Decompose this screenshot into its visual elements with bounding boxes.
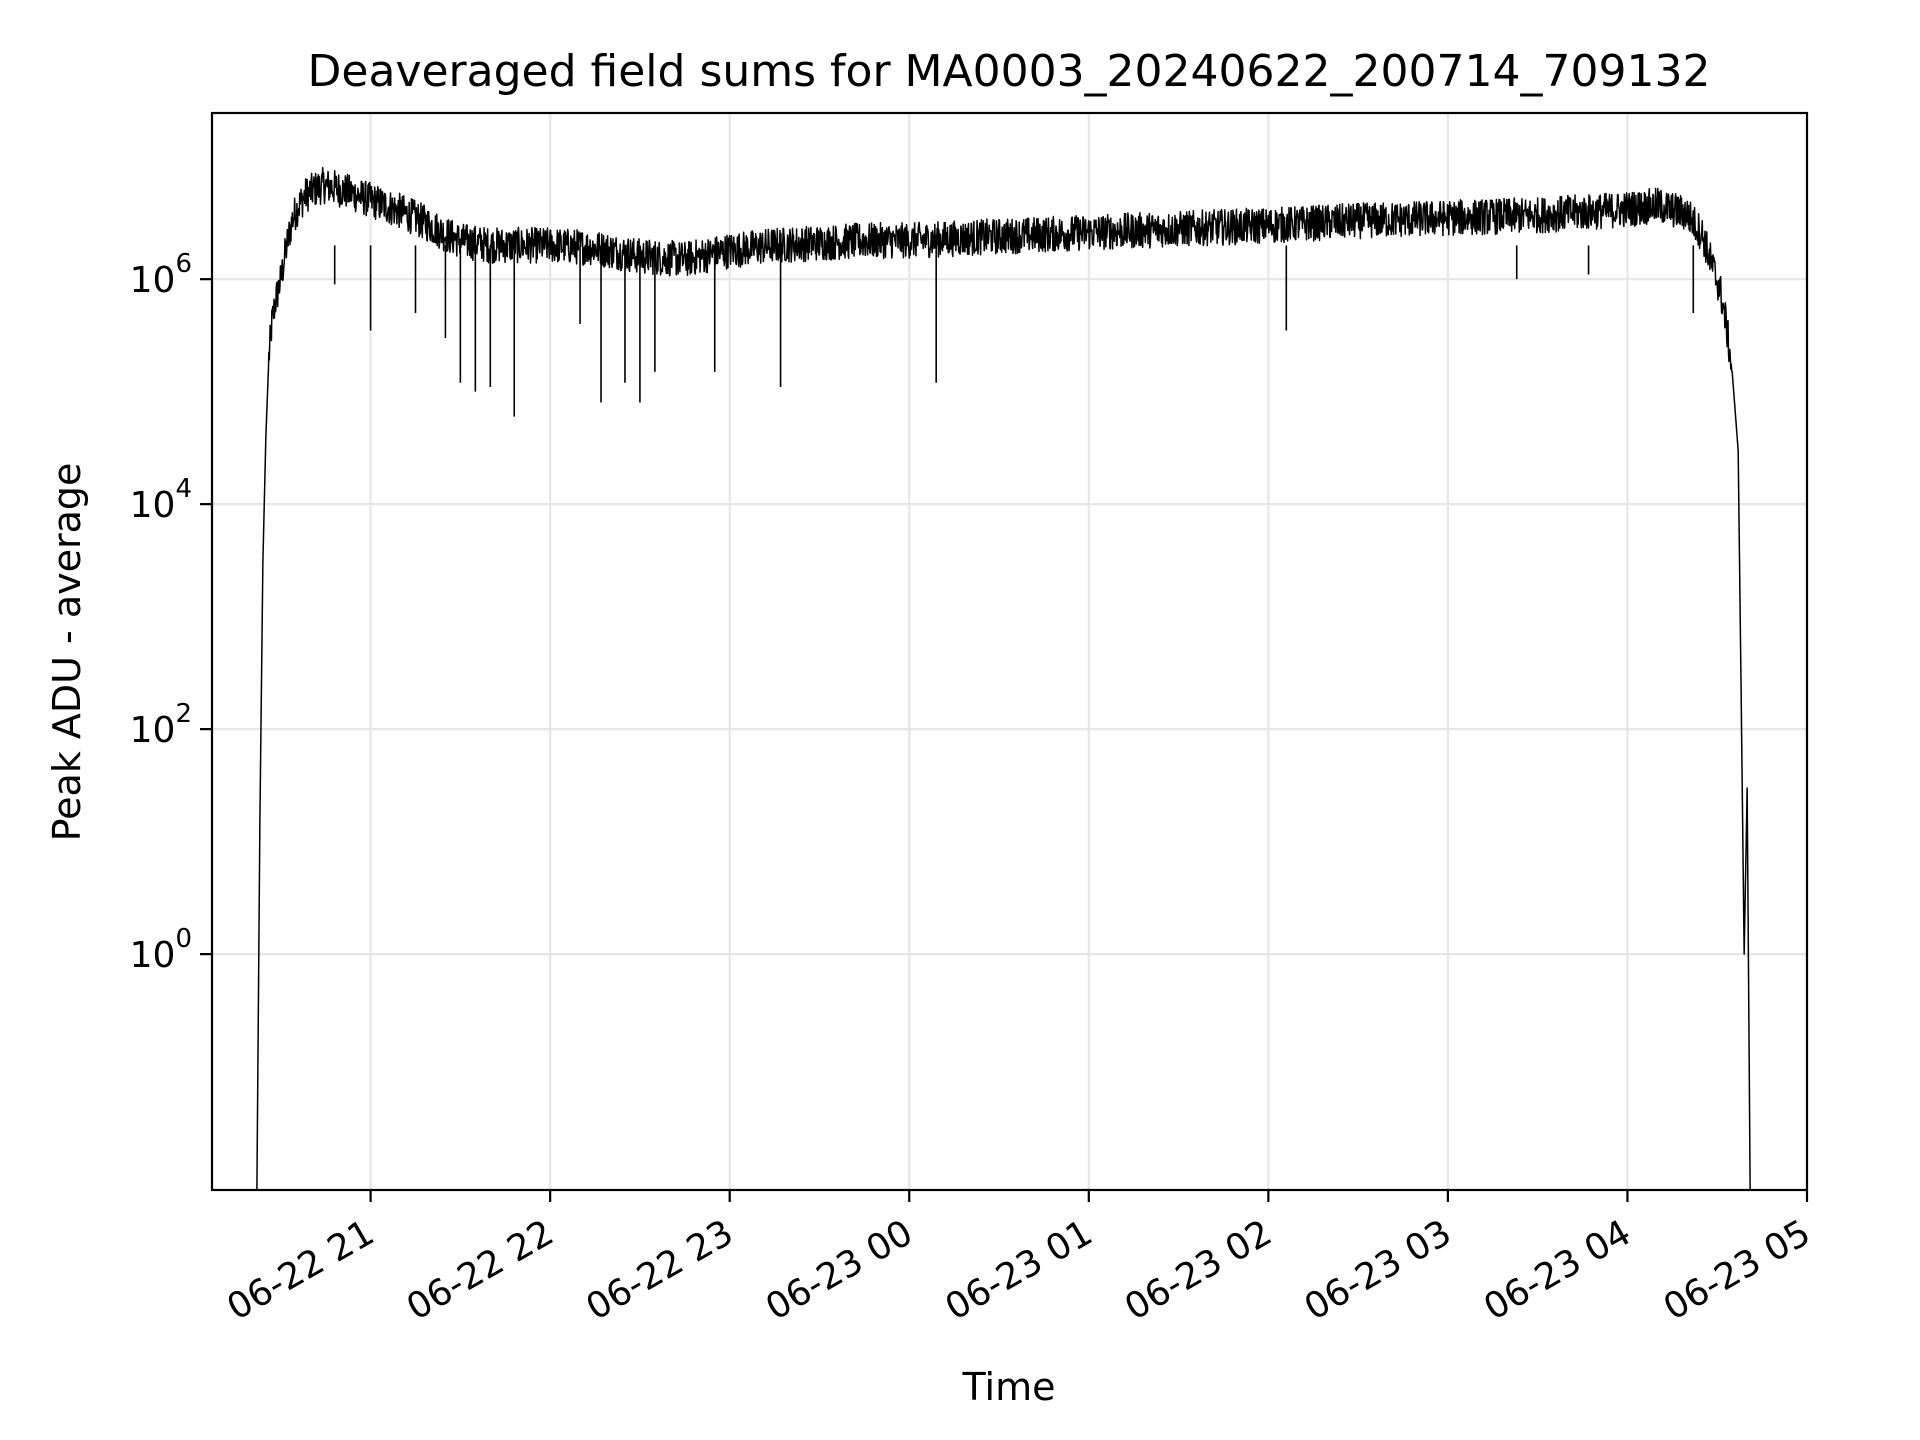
y-axis-label: Peak ADU - average — [45, 463, 89, 842]
y-tick-label: 106 — [130, 249, 192, 301]
x-tick-label: 06-22 22 — [400, 1212, 561, 1328]
x-tick-label: 06-23 05 — [1657, 1212, 1818, 1328]
x-tick-label: 06-23 03 — [1298, 1212, 1459, 1328]
series-layer — [256, 166, 1751, 1191]
x-tick-label: 06-23 01 — [939, 1212, 1100, 1328]
x-axis-label: Time — [962, 1365, 1056, 1409]
y-tick-label: 102 — [130, 699, 192, 751]
grid-layer — [212, 113, 1809, 1190]
tick-layer: 06-22 21 06-22 22 06-22 23 06-23 00 06-23 01… — [130, 249, 1818, 1329]
y-tick-label: 104 — [130, 474, 192, 526]
x-tick-label: 06-22 23 — [580, 1212, 741, 1328]
plot-frame — [210, 111, 1809, 1192]
series-line — [256, 166, 1751, 1191]
chart-title: Deaveraged field sums for MA0003_2024062… — [308, 46, 1711, 97]
x-tick-label: 06-23 00 — [759, 1212, 920, 1328]
x-tick-label: 06-23 02 — [1118, 1212, 1279, 1328]
x-tick-label: 06-22 21 — [220, 1212, 381, 1328]
y-tick-label: 100 — [130, 924, 192, 976]
x-tick-label: 06-23 04 — [1477, 1212, 1638, 1328]
